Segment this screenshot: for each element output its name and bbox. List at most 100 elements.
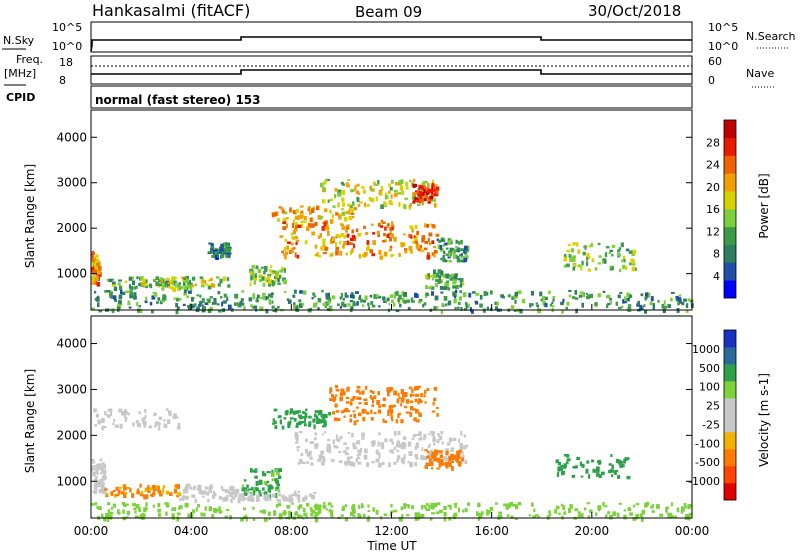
x-tick-label-1: 04:00 bbox=[174, 524, 209, 538]
power-data-cell-6-172 bbox=[340, 224, 344, 227]
vel-data-cell-11-249 bbox=[411, 505, 414, 510]
power-data-cell-6-61 bbox=[300, 223, 304, 228]
vel-data-cell-4-54 bbox=[277, 499, 281, 503]
power-data-cell-12-407 bbox=[91, 307, 95, 311]
power-data-cell-12-262 bbox=[637, 300, 640, 306]
vel-data-cell-9-14 bbox=[158, 416, 162, 421]
vel-data-cell-5-21 bbox=[415, 434, 419, 436]
vel-data-cell-11-134 bbox=[208, 506, 212, 512]
power-data-cell-6-66 bbox=[288, 250, 292, 254]
vel-data-cell-11-129 bbox=[488, 510, 491, 514]
power-data-cell-12-151 bbox=[454, 289, 458, 294]
vel-data-cell-11-159 bbox=[480, 511, 484, 516]
power-data-cell-6-154 bbox=[421, 235, 426, 241]
power-data-cell-12-2 bbox=[517, 290, 522, 294]
power-data-cell-6-168 bbox=[295, 225, 298, 229]
vel-data-cell-7-105 bbox=[350, 398, 354, 402]
vel-data-cell-5-51 bbox=[294, 432, 298, 437]
power-data-cell-0-11 bbox=[95, 280, 98, 285]
vel-data-cell-5-64 bbox=[402, 437, 406, 440]
power-data-cell-12-92 bbox=[422, 303, 425, 308]
power-data-cell-3-40 bbox=[211, 255, 214, 258]
power-data-cell-8-48 bbox=[430, 194, 433, 198]
vel-data-cell-6-38 bbox=[318, 419, 323, 424]
vel-data-cell-11-294 bbox=[91, 503, 95, 506]
power-data-cell-12-420 bbox=[382, 296, 385, 301]
vel-data-cell-8-37 bbox=[454, 454, 457, 458]
power-data-cell-12-91 bbox=[217, 291, 221, 295]
power-data-cell-12-413 bbox=[500, 294, 504, 298]
power-data-cell-6-187 bbox=[281, 250, 284, 254]
vel-data-cell-5-162 bbox=[337, 439, 341, 442]
power-data-cell-11-46 bbox=[568, 254, 571, 258]
vel-data-cell-5-95 bbox=[371, 461, 375, 464]
vel-data-cell-10-35 bbox=[555, 459, 559, 464]
vel-data-cell-2-9 bbox=[194, 498, 198, 504]
power-data-cell-6-50 bbox=[292, 219, 295, 224]
power-data-cell-6-194 bbox=[369, 249, 373, 254]
vel-cbar-tick-2: -100 bbox=[695, 437, 720, 450]
power-data-cell-12-81 bbox=[188, 290, 192, 294]
vel-data-cell-2-27 bbox=[181, 497, 184, 501]
vel-data-cell-7-42 bbox=[403, 405, 408, 409]
vel-data-cell-9-22 bbox=[118, 408, 123, 413]
power-data-cell-10-16 bbox=[455, 239, 458, 244]
vel-data-cell-4-12 bbox=[278, 493, 281, 497]
power-data-cell-6-51 bbox=[284, 251, 289, 255]
vel-data-cell-7-9 bbox=[363, 409, 367, 413]
vel-data-cell-8-49 bbox=[426, 455, 430, 459]
vel-data-cell-5-148 bbox=[350, 461, 354, 467]
power-data-cell-7-100 bbox=[422, 180, 426, 186]
vel-data-cell-11-185 bbox=[108, 514, 113, 519]
power-data-cell-1-36 bbox=[130, 276, 134, 280]
vel-data-cell-9-19 bbox=[107, 408, 111, 412]
vel-data-cell-11-149 bbox=[351, 509, 356, 515]
vel-data-cell-11-188 bbox=[390, 503, 393, 508]
power-data-cell-6-131 bbox=[325, 225, 329, 229]
power-data-cell-7-78 bbox=[369, 185, 373, 190]
power-data-cell-12-399 bbox=[657, 300, 660, 303]
vel-data-cell-11-201 bbox=[145, 502, 148, 507]
vel-data-cell-6-47 bbox=[293, 417, 297, 422]
power-data-cell-12-238 bbox=[586, 294, 590, 299]
power-data-cell-12-283 bbox=[272, 309, 276, 312]
power-data-cell-7-65 bbox=[402, 203, 406, 209]
power-data-cell-11-4 bbox=[626, 248, 630, 252]
power-data-cell-3-58 bbox=[214, 251, 218, 255]
nave-label: Nave bbox=[746, 67, 774, 80]
power-data-cell-4-17 bbox=[257, 268, 262, 273]
power-data-cell-1-52 bbox=[164, 282, 167, 288]
power-data-cell-6-59 bbox=[342, 244, 345, 249]
vel-data-cell-6-30 bbox=[283, 417, 287, 420]
vel-data-cell-11-73 bbox=[604, 514, 608, 518]
power-data-cell-8-27 bbox=[421, 192, 425, 196]
power-data-cell-2-39 bbox=[188, 284, 192, 289]
power-data-cell-12-348 bbox=[133, 296, 137, 300]
vel-data-cell-5-48 bbox=[321, 433, 324, 436]
power-data-cell-12-345 bbox=[679, 300, 682, 304]
power-data-cell-7-38 bbox=[409, 179, 412, 183]
power-data-cell-12-198 bbox=[629, 295, 633, 298]
vel-data-cell-0-46 bbox=[91, 465, 95, 468]
power-data-cell-12-428 bbox=[337, 303, 340, 306]
vel-data-cell-11-235 bbox=[323, 502, 326, 505]
vel-data-cell-2-51 bbox=[206, 491, 210, 496]
vel-data-cell-11-285 bbox=[632, 504, 635, 508]
vel-data-cell-5-1 bbox=[345, 452, 349, 456]
power-data-cell-12-332 bbox=[454, 295, 457, 299]
vel-data-cell-11-211 bbox=[549, 513, 552, 517]
vel-data-cell-5-50 bbox=[297, 462, 301, 465]
vel-data-cell-7-69 bbox=[330, 394, 335, 398]
power-data-cell-4-59 bbox=[277, 282, 281, 285]
vel-data-cell-11-190 bbox=[195, 507, 198, 512]
vel-data-cell-11-60 bbox=[534, 514, 539, 517]
vel-data-cell-6-6 bbox=[328, 411, 332, 416]
power-data-cell-10-52 bbox=[448, 252, 451, 257]
power-data-cell-10-18 bbox=[445, 247, 449, 250]
power-data-cell-12-61 bbox=[118, 300, 122, 306]
vel-data-cell-7-13 bbox=[432, 401, 435, 406]
power-data-cell-6-14 bbox=[346, 233, 350, 238]
vel-data-cell-11-329 bbox=[143, 507, 147, 512]
vel-data-cell-11-318 bbox=[431, 506, 435, 510]
